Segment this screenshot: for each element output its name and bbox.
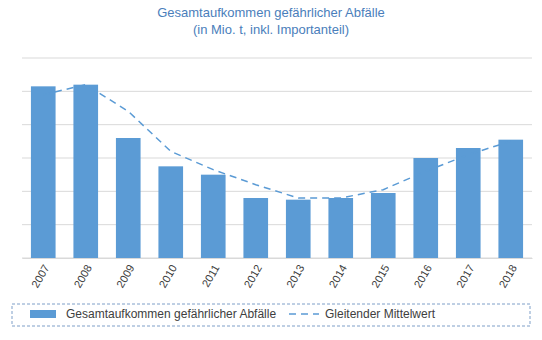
x-tick-label: 2017 [454, 263, 477, 290]
bar [413, 158, 438, 258]
marks [31, 85, 523, 258]
x-axis-line [23, 258, 533, 259]
x-tick: 2012 [241, 258, 264, 290]
bar [498, 140, 523, 258]
bar [116, 138, 141, 258]
x-tick-label: 2011 [199, 263, 221, 289]
bar [73, 85, 98, 258]
x-tick-label: 2014 [326, 263, 349, 290]
bar [158, 166, 183, 258]
legend-frame [12, 304, 530, 326]
bar [31, 86, 56, 258]
bar [286, 200, 311, 258]
x-tick-label: 2008 [71, 263, 94, 290]
x-tick: 2016 [411, 258, 434, 290]
bar [243, 198, 268, 258]
x-tick-label: 2009 [114, 263, 137, 290]
x-tick: 2010 [156, 258, 179, 290]
x-tick-label: 2010 [156, 263, 179, 290]
x-axis: 2007 2008 2009 2010 2011 2012 2013 2014 2015 2016… [23, 258, 533, 290]
x-tick: 2018 [496, 258, 519, 290]
grid [22, 58, 532, 258]
bar [201, 175, 226, 258]
x-tick: 2014 [326, 258, 349, 290]
bar [371, 193, 396, 258]
x-tick: 2011 [199, 258, 221, 289]
grid-line [22, 258, 532, 259]
legend-label: Gesamtaufkommen gefährlicher Abfälle [66, 307, 276, 321]
grid-line [22, 124, 532, 125]
legend-item: Gleitender Mittelwert [289, 307, 436, 321]
chart: Gesamtaufkommen gefährlicher Abfälle (in … [0, 0, 542, 340]
x-tick: 2015 [369, 258, 392, 290]
subtitle: (in Mio. t, inkl. Importanteil) [193, 22, 349, 37]
grid-line [22, 224, 532, 225]
x-tick: 2008 [71, 258, 94, 290]
grid-line [22, 91, 532, 92]
bar [328, 198, 353, 258]
x-tick: 2007 [29, 258, 52, 290]
x-tick-label: 2015 [369, 263, 392, 290]
legend-label: Gleitender Mittelwert [325, 307, 436, 321]
title: Gesamtaufkommen gefährlicher Abfälle [157, 5, 385, 20]
x-tick-label: 2012 [241, 263, 264, 290]
x-tick-label: 2013 [284, 263, 307, 290]
plot: 2007 2008 2009 2010 2011 2012 2013 2014 2015 2016… [22, 58, 533, 290]
legend-swatch [289, 313, 319, 315]
x-tick-label: 2018 [496, 263, 519, 290]
legend: Gesamtaufkommen gefährlicher Abfälle Glei… [12, 304, 530, 326]
x-tick: 2013 [284, 258, 307, 290]
x-tick: 2009 [114, 258, 137, 290]
grid-line [22, 58, 532, 59]
x-tick-label: 2016 [411, 263, 434, 290]
x-tick-label: 2007 [29, 263, 52, 290]
legend-item: Gesamtaufkommen gefährlicher Abfälle [30, 307, 276, 321]
bar [456, 148, 481, 258]
line [43, 85, 511, 198]
legend-swatch [30, 310, 56, 318]
x-tick: 2017 [454, 258, 477, 290]
grid-line [22, 158, 532, 159]
